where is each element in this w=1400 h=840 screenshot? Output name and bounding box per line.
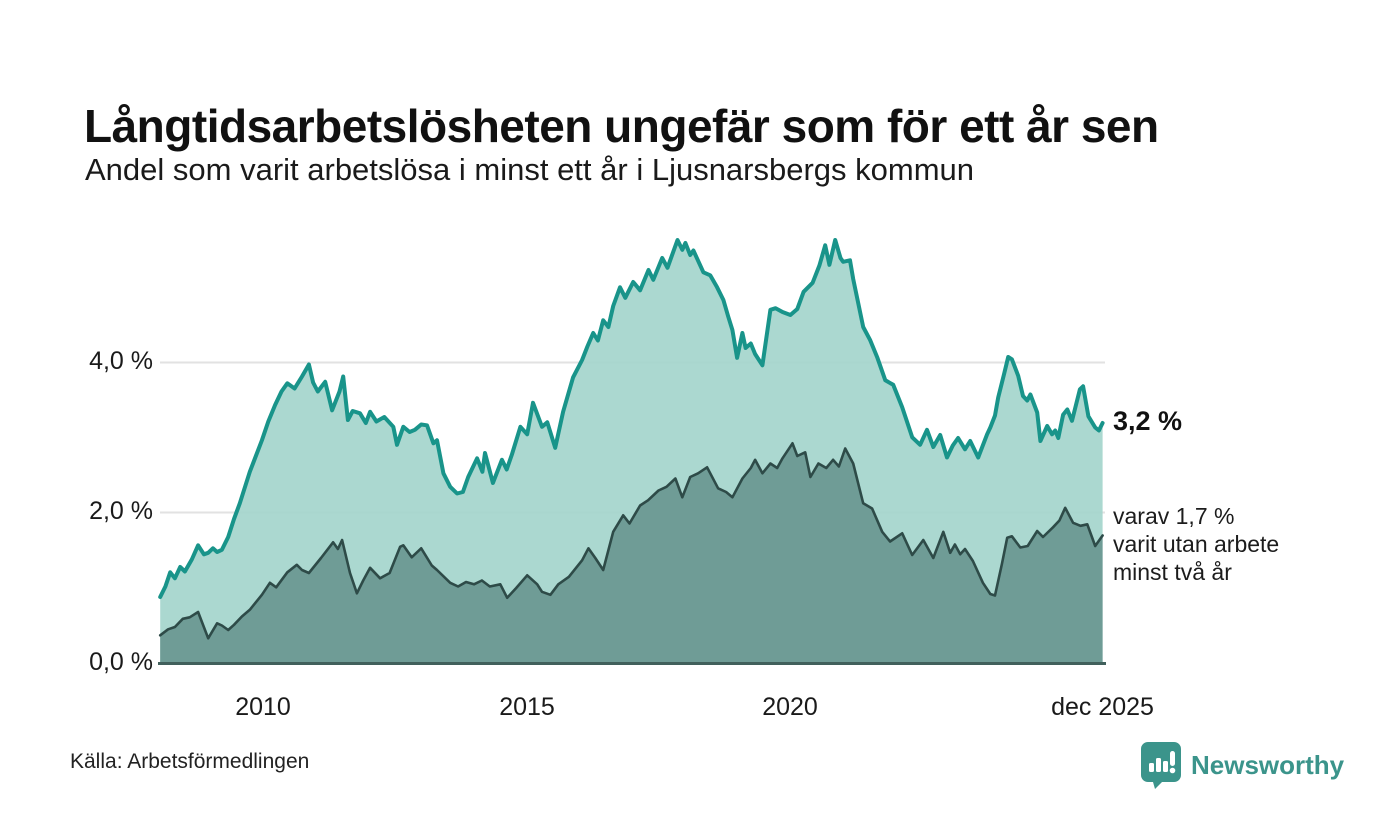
newsworthy-icon-bar-3 bbox=[1163, 761, 1168, 772]
x-tick-2020: 2020 bbox=[762, 693, 818, 721]
x-tick-2015: 2015 bbox=[499, 693, 555, 721]
newsworthy-icon-exclaim-dot bbox=[1169, 767, 1176, 774]
newsworthy-wordmark: Newsworthy bbox=[1191, 749, 1345, 780]
area-unemployed-two-years bbox=[160, 443, 1103, 663]
x-tick-2010: 2010 bbox=[235, 693, 291, 721]
source-label: Källa: Arbetsförmedlingen bbox=[70, 750, 310, 773]
newsworthy-logo: Newsworthy bbox=[1140, 740, 1344, 790]
newsworthy-icon-bar-2 bbox=[1156, 758, 1161, 772]
series-layer bbox=[158, 238, 1105, 663]
page-subtitle: Andel som varit arbetslösa i minst ett å… bbox=[85, 152, 975, 187]
x-tick-dec-2025: dec 2025 bbox=[1051, 693, 1154, 721]
newsworthy-icon-exclaim-bar bbox=[1170, 751, 1175, 766]
line-unemployed-two-years bbox=[158, 442, 1104, 640]
newsworthy-icon bbox=[1140, 741, 1182, 789]
end-value-label: 3,2 % bbox=[1113, 406, 1183, 436]
line-unemployed-one-year bbox=[158, 238, 1105, 599]
end-sublabel: varav 1,7 % varit utan arbete minst två … bbox=[1113, 502, 1279, 586]
end-sublabel-line-3: minst två år bbox=[1113, 559, 1232, 585]
end-sublabel-line-2: varit utan arbete bbox=[1113, 531, 1280, 557]
y-tick-0: 0,0 % bbox=[89, 648, 153, 676]
newsworthy-icon-bar-1 bbox=[1149, 763, 1154, 772]
y-tick-4: 4,0 % bbox=[89, 347, 153, 375]
y-tick-2: 2,0 % bbox=[89, 497, 153, 525]
end-sublabel-line-1: varav 1,7 % bbox=[1113, 503, 1235, 529]
page-title: Långtidsarbetslösheten ungefär som för e… bbox=[84, 99, 1159, 152]
